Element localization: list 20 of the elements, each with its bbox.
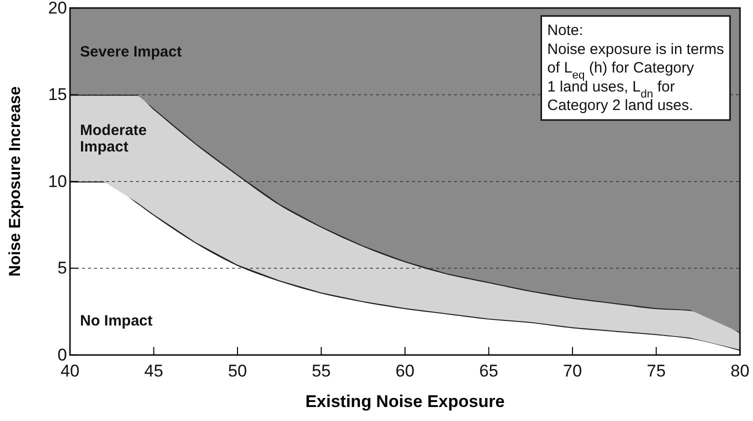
- y-tick-label: 15: [48, 85, 67, 104]
- series-label: Moderate Impact: [80, 122, 147, 156]
- y-axis-title: Noise Exposure Increase: [7, 86, 24, 277]
- x-tick-label: 80: [730, 362, 750, 381]
- y-tick-label: 20: [48, 0, 67, 18]
- text: Note: Noise exposure is in terms of L$_{eq}$ (h) for Category 1 land uses, L$_{dn}$ for Category 2 land uses.: [547, 22, 724, 114]
- y-tick-label: 5: [58, 258, 67, 278]
- series-label: Severe Impact: [80, 44, 182, 61]
- x-tick-label: 75: [646, 362, 666, 381]
- x-tick-label: 70: [563, 362, 582, 381]
- x-tick-label: 45: [144, 362, 164, 381]
- x-tick-label: 65: [479, 362, 498, 381]
- y-tick-label: 0: [58, 345, 67, 364]
- x-tick-label: 50: [228, 362, 247, 381]
- x-tick-label: 40: [60, 362, 80, 381]
- x-tick-label: 55: [312, 362, 331, 381]
- x-tick-label: 60: [396, 362, 414, 381]
- x-axis-title: Existing Noise Exposure: [305, 392, 505, 411]
- y-tick-label: 10: [48, 172, 67, 191]
- series-label: No Impact: [80, 312, 153, 330]
